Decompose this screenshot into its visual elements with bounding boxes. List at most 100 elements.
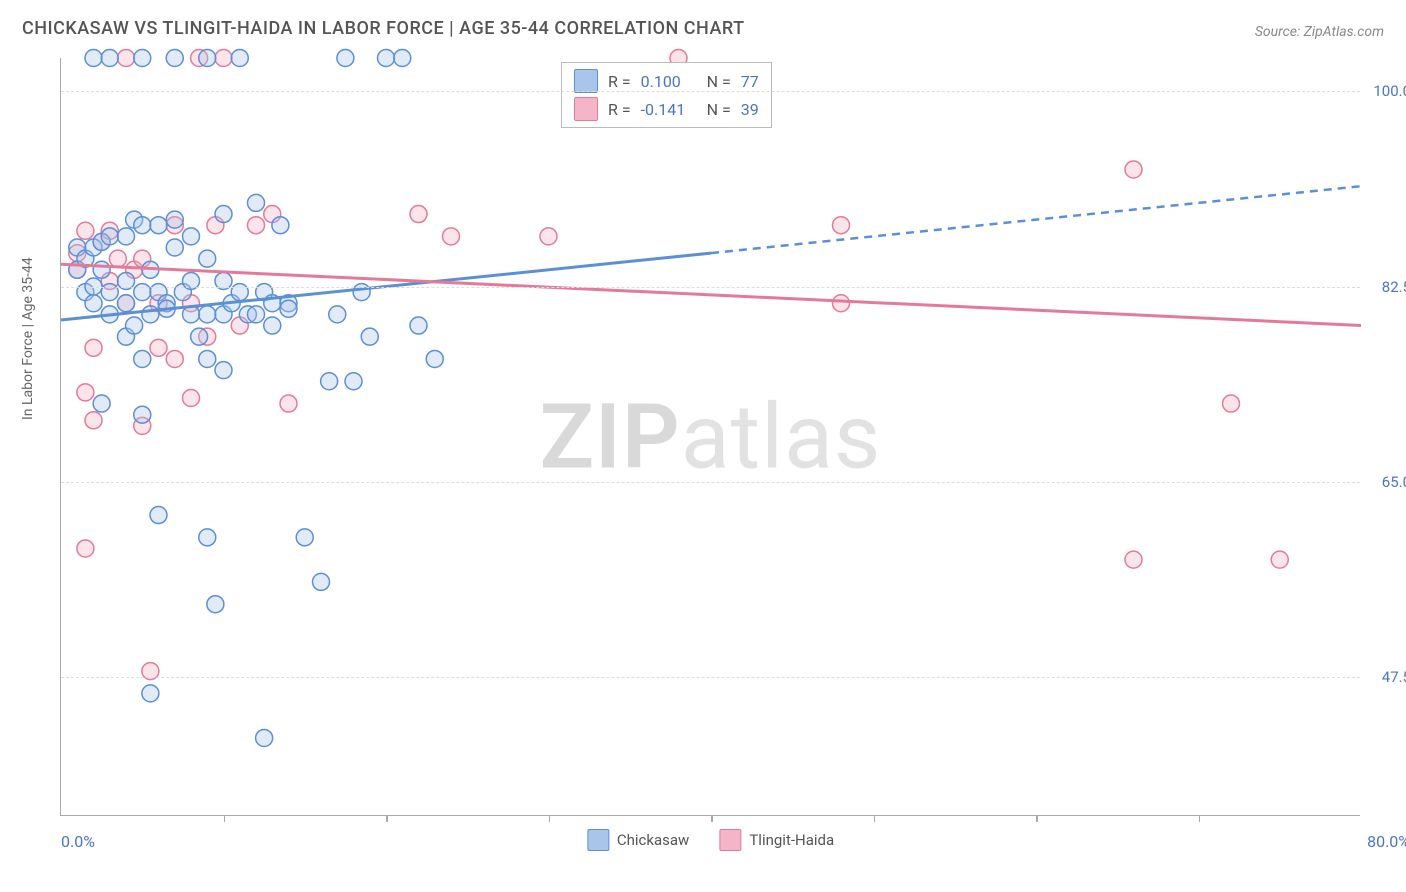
gridline (61, 91, 1360, 92)
data-point (134, 350, 151, 367)
data-point (118, 295, 135, 312)
legend-swatch (587, 829, 609, 851)
y-axis-label: In Labor Force | Age 35-44 (20, 257, 36, 420)
x-tick (711, 815, 713, 822)
legend-swatch (719, 829, 741, 851)
data-point (166, 50, 183, 67)
data-point (134, 406, 151, 423)
data-point (93, 395, 110, 412)
gridline (61, 677, 1360, 678)
data-point (329, 306, 346, 323)
n-label: N = (707, 100, 731, 119)
trend-line-dashed (711, 186, 1361, 253)
data-point (126, 317, 143, 334)
data-point (85, 412, 102, 429)
legend-item: Chickasaw (587, 829, 689, 851)
data-point (166, 350, 183, 367)
data-point (296, 529, 313, 546)
data-point (410, 206, 427, 223)
data-point (150, 339, 167, 356)
data-point (150, 507, 167, 524)
data-point (1271, 551, 1288, 568)
x-tick (874, 815, 876, 822)
data-point (215, 362, 232, 379)
data-point (207, 596, 224, 613)
n-value: 77 (741, 72, 759, 91)
legend-item: Tlingit-Haida (719, 829, 834, 851)
data-point (93, 261, 110, 278)
data-point (77, 222, 94, 239)
data-point (280, 395, 297, 412)
gridline (61, 482, 1360, 483)
data-point (85, 50, 102, 67)
data-point (77, 384, 94, 401)
data-point (183, 389, 200, 406)
x-tick (386, 815, 388, 822)
data-point (540, 228, 557, 245)
x-tick (1199, 815, 1201, 822)
data-point (199, 250, 216, 267)
data-point (109, 250, 126, 267)
data-point (199, 350, 216, 367)
data-point (199, 306, 216, 323)
n-label: N = (707, 72, 731, 91)
legend-label: Chickasaw (617, 831, 689, 849)
data-point (142, 306, 159, 323)
data-point (118, 228, 135, 245)
plot-area: ZIPatlas R =0.100N =77R =-0.141N =39 0.0… (60, 58, 1360, 816)
legend-swatch (574, 69, 598, 93)
data-point (248, 306, 265, 323)
x-tick (1036, 815, 1038, 822)
data-point (426, 350, 443, 367)
data-point (166, 239, 183, 256)
data-point (101, 228, 118, 245)
data-point (272, 217, 289, 234)
data-point (183, 228, 200, 245)
data-point (215, 50, 232, 67)
data-point (1223, 395, 1240, 412)
data-point (361, 328, 378, 345)
r-label: R = (608, 72, 631, 91)
data-point (443, 228, 460, 245)
data-point (378, 50, 395, 67)
source-label: Source: ZipAtlas.com (1255, 24, 1384, 40)
x-tick (224, 815, 226, 822)
data-point (833, 217, 850, 234)
n-value: 39 (741, 100, 759, 119)
data-point (134, 217, 151, 234)
data-point (85, 295, 102, 312)
x-axis-min-label: 0.0% (61, 832, 95, 851)
data-point (215, 206, 232, 223)
data-point (280, 300, 297, 317)
data-point (77, 540, 94, 557)
y-tick-label: 100.0% (1373, 82, 1406, 100)
data-point (394, 50, 411, 67)
legend-label: Tlingit-Haida (749, 831, 834, 849)
data-point (345, 373, 362, 390)
data-point (1125, 551, 1142, 568)
data-point (248, 194, 265, 211)
data-point (134, 50, 151, 67)
data-point (150, 217, 167, 234)
r-label: R = (608, 100, 631, 119)
correlation-legend: R =0.100N =77R =-0.141N =39 (561, 62, 772, 128)
data-point (166, 211, 183, 228)
data-point (142, 685, 159, 702)
y-tick-label: 65.0% (1382, 473, 1406, 491)
data-point (191, 328, 208, 345)
series-legend: Chickasaw Tlingit-Haida (587, 829, 834, 851)
y-tick-label: 47.5% (1382, 668, 1406, 686)
x-tick (549, 815, 551, 822)
gridline (61, 287, 1360, 288)
data-point (410, 317, 427, 334)
data-point (1125, 161, 1142, 178)
data-point (85, 339, 102, 356)
x-axis-max-label: 80.0% (1367, 832, 1406, 851)
data-point (118, 50, 135, 67)
data-point (101, 50, 118, 67)
data-point (199, 529, 216, 546)
data-point (313, 573, 330, 590)
data-point (337, 50, 354, 67)
data-point (264, 317, 281, 334)
chart-title: CHICKASAW VS TLINGIT-HAIDA IN LABOR FORC… (22, 18, 745, 39)
